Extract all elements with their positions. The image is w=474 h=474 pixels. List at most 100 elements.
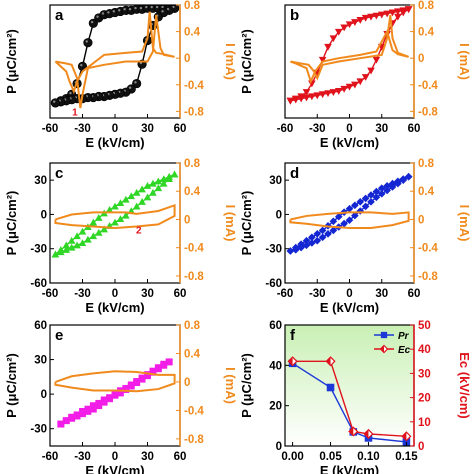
y2-axis-label: Ec (kV/cm): [457, 352, 472, 418]
pe-marker: [159, 175, 168, 183]
y2-tick-label: 0: [184, 53, 190, 65]
plot-area-c: [51, 170, 179, 258]
pe-marker: [105, 206, 114, 213]
pe-marker: [334, 212, 343, 221]
x-axis-label: E (kV/cm): [320, 463, 379, 474]
y2-tick-label: 0.8: [418, 158, 435, 170]
y2-tick-label: -0.8: [184, 271, 204, 283]
pe-marker: [100, 398, 108, 406]
pe-marker: [377, 11, 386, 19]
pe-marker: [345, 21, 354, 29]
pe-marker: [159, 179, 168, 187]
legend-marker-Ec-fill: [380, 345, 384, 353]
y2-tick-label: 10: [418, 417, 431, 429]
panel-letter-d: d: [290, 165, 299, 182]
pe-marker: [318, 233, 327, 242]
pe-marker: [340, 85, 348, 93]
x-tick-label: -30: [309, 288, 326, 300]
pe-marker: [308, 233, 316, 242]
pe-marker: [356, 78, 365, 86]
y-tick-label: -60: [265, 278, 282, 290]
x-axis-label: E (kV/cm): [85, 300, 144, 315]
y2-axis-label: I (mA): [457, 43, 472, 80]
x-tick-label: 60: [174, 123, 187, 135]
pe-marker: [62, 241, 71, 249]
pe-marker: [351, 81, 359, 89]
pe-marker-shine: [101, 12, 105, 15]
pe-marker: [297, 95, 305, 103]
pe-marker-shine: [155, 5, 159, 9]
pe-marker: [329, 226, 338, 235]
x-tick-label: -60: [42, 288, 59, 300]
y2-axis-label: I (mA): [223, 43, 238, 80]
y2-axis-label: I (mA): [223, 367, 238, 404]
pe-marker: [160, 361, 168, 369]
pe-marker: [345, 216, 354, 224]
pe-marker-shine: [96, 15, 99, 18]
pe-marker: [73, 412, 81, 420]
panel-letter-f: f: [290, 327, 296, 344]
plot-area-f: [287, 356, 412, 446]
f-background: [285, 325, 414, 446]
pe-marker: [351, 201, 359, 210]
x-tick-label: -60: [42, 451, 59, 463]
pe-marker: [100, 225, 108, 233]
pe-marker: [116, 389, 124, 397]
y2-tick-label: 0.4: [418, 186, 435, 198]
y2-tick-label: 0.8: [418, 0, 435, 12]
y-axis-label: P (μC/cm²): [239, 353, 254, 418]
panel-letter-a: a: [55, 7, 64, 24]
x-axis-label: E (kV/cm): [320, 300, 379, 315]
legend-label-Ec: Ec: [398, 345, 411, 356]
pe-marker: [361, 202, 370, 211]
panel-letter-c: c: [55, 165, 63, 182]
y2-tick-label: -0.8: [184, 106, 204, 118]
pe-marker: [95, 402, 103, 410]
x-tick-label: 0: [112, 288, 118, 300]
pe-marker: [51, 250, 60, 258]
y-tick-label: 0: [276, 209, 282, 221]
pe-marker: [154, 365, 162, 373]
y2-tick-label: 20: [418, 393, 431, 405]
pe-marker: [324, 90, 332, 98]
pe-marker: [318, 56, 327, 64]
y-axis-label: P (μC/cm²): [4, 29, 19, 94]
pe-marker-shine: [134, 6, 137, 10]
pe-marker: [106, 395, 114, 403]
pe-marker: [73, 232, 81, 240]
ie-loop-line: [290, 14, 409, 85]
x-tick-label: -30: [74, 451, 91, 463]
panel-letter-e: e: [55, 327, 63, 344]
pe-marker: [361, 194, 370, 203]
panel-a: -60 -30 0 30 60 0.8 0.4 0 -0.4 -0.8 a P (μC/cm²) I (…: [4, 0, 238, 150]
f-marker-Pr: [402, 438, 411, 446]
pe-marker-shine: [161, 10, 164, 13]
x-tick-label: 30: [375, 288, 388, 300]
pe-marker: [340, 219, 348, 228]
pe-marker-shine: [80, 63, 83, 67]
pe-marker: [138, 185, 146, 193]
pe-marker: [116, 199, 125, 207]
y-tick-label: 0: [41, 389, 47, 401]
x-tick-label: 0.05: [319, 451, 342, 463]
pe-marker: [394, 13, 402, 21]
y2-axis-label: I (mA): [457, 205, 472, 242]
pe-marker: [329, 35, 338, 43]
pe-marker: [388, 9, 397, 17]
pe-marker: [324, 43, 332, 51]
f-marker-Pr: [326, 383, 335, 392]
pe-marker: [383, 10, 391, 18]
y2-tick-label: -0.4: [184, 405, 204, 417]
pe-marker: [302, 94, 311, 102]
pe-marker: [367, 67, 375, 75]
pe-marker: [68, 414, 76, 422]
y2-tick-label: 0.4: [418, 27, 435, 39]
pe-marker-shine: [107, 11, 110, 14]
y-tick-label: 0: [276, 441, 282, 453]
pe-marker: [329, 89, 338, 96]
pe-marker: [383, 186, 391, 195]
x-tick-label: -30: [74, 288, 91, 300]
y2-tick-label: -0.8: [418, 271, 438, 283]
panel-d: -60 -30 0 30 60 30 0 -30 -60 0.8 0.4 0 -0.4 -0.8 d P (μ…: [239, 158, 472, 315]
y-tick-label: -30: [30, 424, 47, 436]
